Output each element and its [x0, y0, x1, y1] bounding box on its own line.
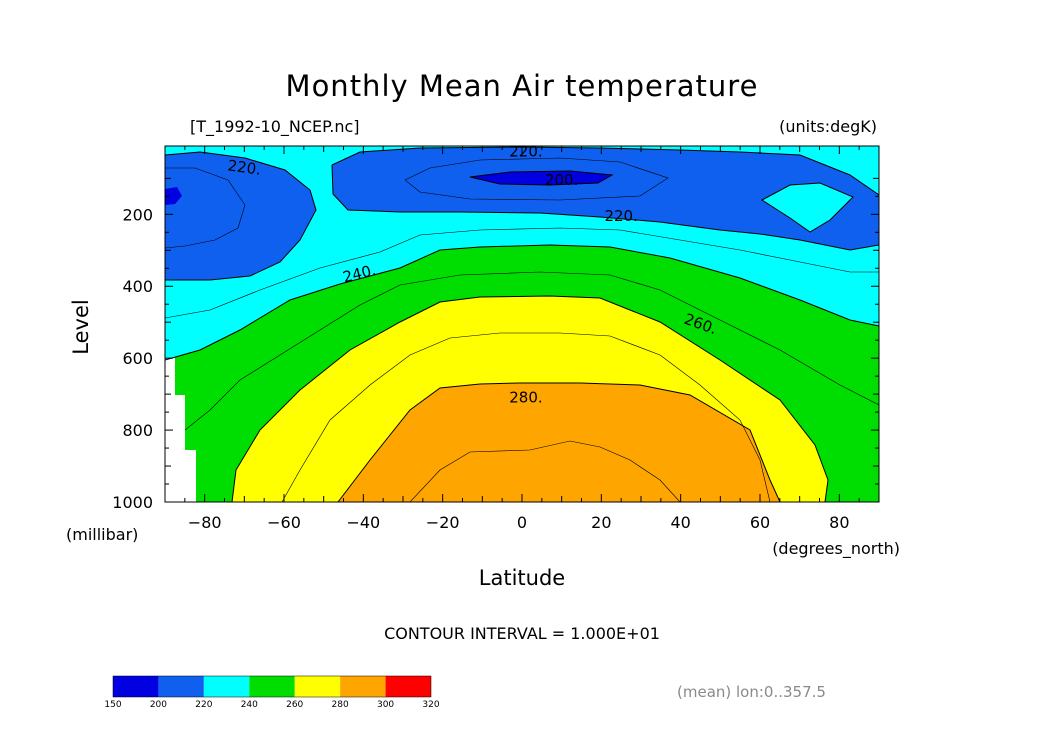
contour-line-200	[469, 170, 614, 186]
colorbar-tick-label: 300	[377, 700, 394, 710]
contour-line-220-island	[761, 182, 854, 233]
x-tick-label: 40	[670, 513, 690, 532]
x-tick-label: −20	[426, 513, 460, 532]
colorbar-tick-label: 280	[332, 700, 349, 710]
colorbar-tick-label: 150	[104, 700, 121, 710]
contour-interval-note: CONTOUR INTERVAL = 1.000E+01	[384, 624, 660, 643]
band-200-220-west	[165, 152, 316, 280]
y-axis: 200 400 600 800 1000	[112, 177, 879, 512]
y-units: (millibar)	[66, 525, 138, 544]
colorbar-swatch	[294, 676, 341, 697]
contour-line-250	[184, 271, 879, 431]
colorbar-tick-label: 220	[195, 700, 212, 710]
x-axis-title: Latitude	[479, 566, 565, 590]
colorbar-tick-label: 320	[422, 700, 439, 710]
footnote: (mean) lon:0..357.5	[677, 683, 826, 701]
colorbar-swatch	[113, 676, 159, 697]
y-tick-label: 1000	[112, 493, 153, 512]
colorbar-swatch	[249, 676, 295, 697]
x-axis: −80 −60 −40 −20 0 20 40 60 80	[164, 146, 880, 532]
colorbar-tick-label: 260	[286, 700, 303, 710]
colorbar-swatch	[385, 676, 431, 697]
band-280-300	[338, 383, 780, 502]
contour-line-270	[281, 332, 771, 502]
contour-line-240	[165, 244, 879, 361]
y-tick-label: 200	[122, 205, 153, 224]
contour-label: 280.	[509, 389, 542, 407]
contour-line-220-west	[165, 151, 317, 281]
contour-line-280	[337, 382, 781, 502]
below-ground-mask	[165, 358, 196, 502]
band-200-220-center	[332, 147, 879, 250]
y-tick-label: 800	[122, 421, 153, 440]
dataset-label: [T_1992-10_NCEP.nc]	[190, 117, 360, 137]
contour-line-260	[231, 295, 829, 502]
colorbar-swatch	[340, 676, 386, 697]
y-tick-label: 400	[122, 277, 153, 296]
x-tick-label: 60	[750, 513, 770, 532]
x-tick-label: −40	[346, 513, 380, 532]
colorbar-swatch	[203, 676, 250, 697]
contour-label: 220.	[604, 207, 637, 225]
x-units: (degrees_north)	[772, 539, 900, 559]
band-150-200-west	[165, 187, 182, 205]
plot-area: 220.220.200.220.240.260.280.	[164, 142, 880, 503]
colorbar-swatch	[158, 676, 204, 697]
colorbar: 150 200 220 240 260 280 300 320	[104, 675, 440, 710]
contour-label: 200.	[545, 171, 578, 189]
x-tick-label: 20	[591, 513, 611, 532]
contour-line-210-west	[165, 167, 246, 249]
x-tick-label: 80	[829, 513, 849, 532]
contour-label: 220.	[227, 156, 263, 178]
y-axis-title: Level	[69, 299, 93, 354]
x-tick-label: −80	[188, 513, 222, 532]
chart-title: Monthly Mean Air temperature	[286, 69, 759, 103]
contour-line-210	[404, 157, 669, 201]
contour-line-230	[165, 227, 879, 319]
contour-line-290	[409, 440, 681, 502]
x-tick-label: −60	[267, 513, 301, 532]
units-label: (units:degK)	[779, 117, 877, 136]
colorbar-frame	[112, 675, 432, 698]
contour-lines	[165, 146, 879, 502]
contour-line-220-center	[331, 146, 879, 251]
colorbar-tick-label: 200	[150, 700, 167, 710]
x-tick-label: 0	[517, 513, 527, 532]
y-tick-label: 600	[122, 349, 153, 368]
colorbar-tick-label: 240	[241, 700, 258, 710]
band-150-200-center	[470, 171, 612, 185]
contour-label: 220.	[509, 142, 542, 160]
